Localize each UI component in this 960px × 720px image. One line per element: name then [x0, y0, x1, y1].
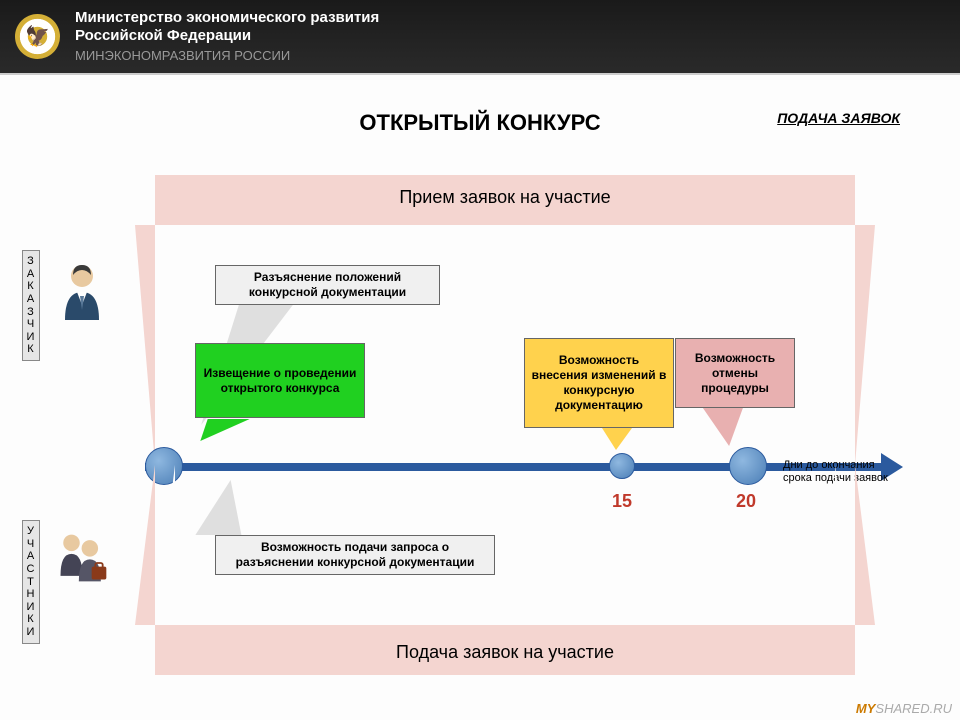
pointer-icon — [703, 408, 763, 446]
ministry-line2: Российской Федерации — [75, 27, 379, 45]
timeline-node-20 — [729, 447, 767, 485]
ministry-text: Министерство экономического развития Рос… — [75, 9, 379, 64]
watermark-rest: SHARED.RU — [875, 701, 952, 716]
header-bar: 🦅 Министерство экономического развития Р… — [0, 0, 960, 75]
emblem-icon: 🦅 — [15, 14, 60, 59]
watermark: MYSHARED.RU — [856, 701, 952, 716]
diagram-area: Прием заявок на участие Разъяснение поло… — [115, 175, 895, 675]
bracket-bottom-tail — [135, 465, 155, 625]
callout-clarify: Разъяснение положений конкурсной докумен… — [215, 265, 440, 305]
subtitle-link: ПОДАЧА ЗАЯВОК — [777, 110, 900, 126]
bracket-bottom-label: Подача заявок на участие — [115, 642, 895, 663]
timeline-line — [145, 463, 885, 471]
callout-request: Возможность подачи запроса о разъяснении… — [215, 535, 495, 575]
ministry-line1: Министерство экономического развития — [75, 9, 379, 27]
side-label-participants: УЧАСТНИКИ — [22, 520, 40, 644]
pointer-icon — [602, 428, 640, 450]
pointer-icon — [195, 480, 270, 535]
callout-announce: Извещение о проведении открытого конкурс… — [195, 343, 365, 418]
callout-change: Возможность внесения изменений в конкурс… — [524, 338, 674, 428]
avatar-customer-icon — [55, 260, 110, 320]
bracket-top-tail — [855, 225, 875, 465]
avatar-participants-icon — [55, 530, 110, 590]
bracket-top-tail — [135, 225, 155, 465]
callout-cancel: Возможность отмены процедуры — [675, 338, 795, 408]
timeline-node-15 — [609, 453, 635, 479]
bracket-bottom-tail — [855, 465, 875, 625]
side-label-customer: ЗАКАЗЧИК — [22, 250, 40, 361]
bracket-top-label: Прием заявок на участие — [115, 187, 895, 208]
ministry-line3: МИНЭКОНОМРАЗВИТИЯ РОССИИ — [75, 48, 379, 64]
watermark-brand: MY — [856, 701, 876, 716]
tick-label-20: 20 — [736, 491, 756, 512]
tick-label-15: 15 — [612, 491, 632, 512]
